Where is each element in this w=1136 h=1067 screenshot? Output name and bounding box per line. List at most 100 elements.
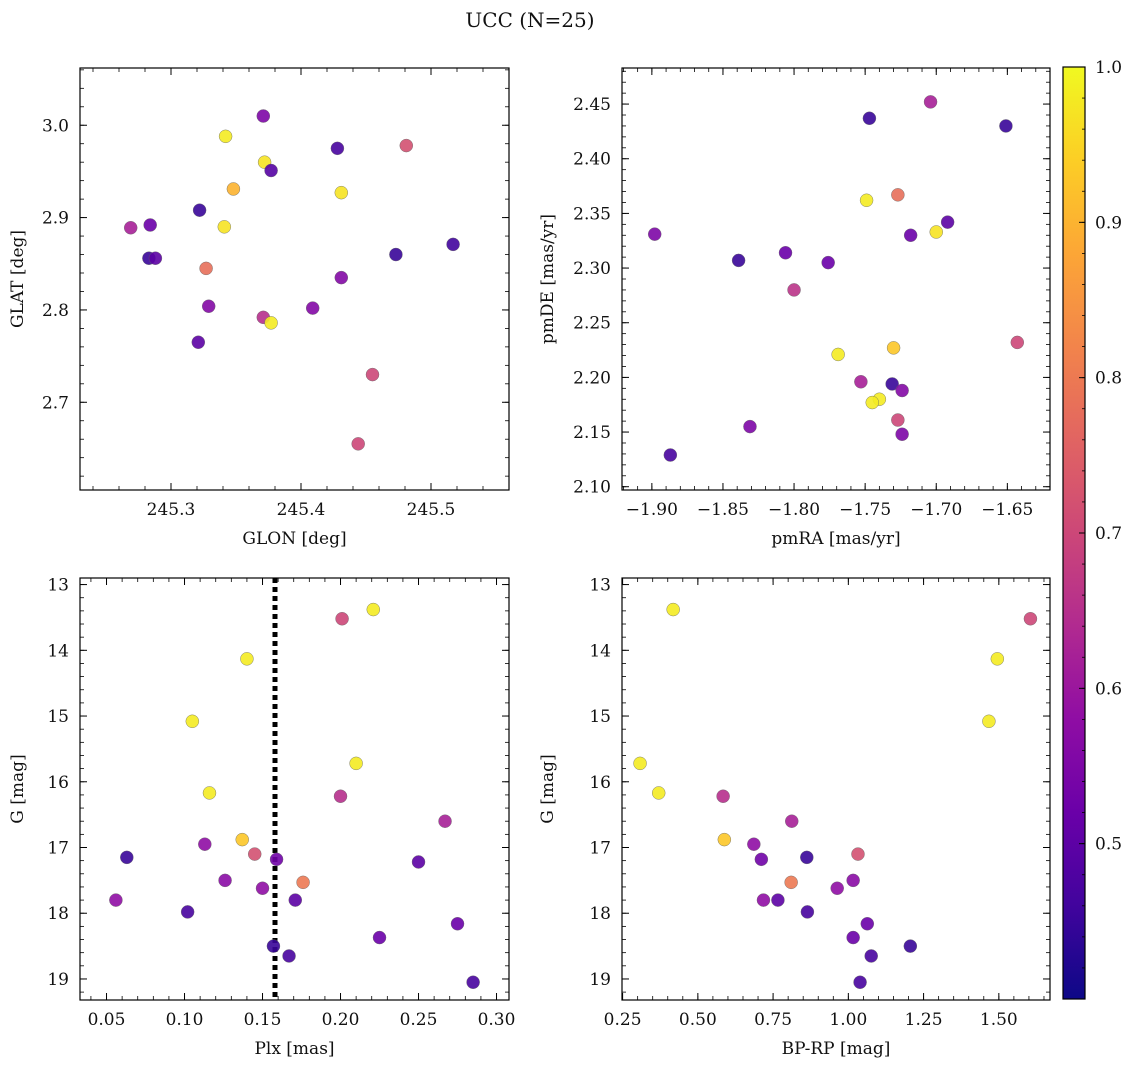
y-tick-label: 2.8 [42, 301, 69, 321]
y-tick-label: 14 [589, 641, 611, 661]
data-point [446, 237, 460, 252]
data-point [218, 129, 233, 144]
y-tick-label: 16 [589, 773, 611, 793]
y-tick-label: 19 [47, 970, 69, 990]
data-point [747, 837, 761, 851]
panel-4: 0.25 0.50 0.75 1.00 1.25 1.50 13 14 15 16 17 18 19 BP… [538, 576, 1051, 1059]
data-point [349, 756, 363, 771]
data-point [438, 814, 452, 828]
data-point [333, 789, 348, 803]
y-tick-label: 15 [47, 707, 69, 727]
data-point [201, 299, 216, 313]
x-axis-label: pmRA [mas/yr] [771, 529, 900, 549]
colorbar-tick-label: 0.7 [1095, 524, 1122, 544]
y-tick-label: 13 [47, 576, 69, 596]
data-point [256, 109, 270, 123]
x-tick-label: 245.3 [147, 500, 196, 520]
y-tick-label: 2.15 [573, 423, 611, 443]
y-tick-label: 3.0 [42, 116, 69, 136]
x-tick-label: 0.25 [604, 1010, 642, 1030]
x-axis-label: GLON [deg] [242, 529, 346, 549]
panels: 245.3 245.4 245.5 2.7 2.8 2.9 3.0 GLON [deg] GLA… [8, 67, 1051, 1059]
data-point [120, 850, 134, 865]
data-point [756, 893, 771, 907]
data-point [903, 228, 918, 242]
y-tick-label: 2.10 [573, 478, 611, 498]
data-point [199, 261, 213, 276]
data-point [717, 832, 732, 847]
data-point [296, 875, 310, 890]
x-tick-label: 1.00 [829, 1010, 867, 1030]
y-tick-label: 13 [589, 576, 611, 596]
data-point [743, 419, 757, 434]
data-point [666, 602, 680, 617]
y-tick-label: 17 [47, 839, 69, 859]
axes-frame [79, 577, 510, 1001]
x-axis-label: Plx [mas] [254, 1039, 334, 1059]
data-point [266, 939, 281, 953]
x-tick-label: 0.25 [400, 1010, 438, 1030]
x-tick-label: 0.15 [244, 1010, 282, 1030]
y-tick-label: 14 [47, 641, 69, 661]
data-point [846, 930, 860, 945]
y-tick-label: 18 [47, 904, 69, 924]
data-point [663, 448, 678, 462]
y-axis-label: G [mag] [538, 754, 558, 823]
colorbar-tick-label: 1.0 [1095, 58, 1122, 78]
x-tick-label: 0.75 [754, 1010, 792, 1030]
x-tick-label: 245.5 [407, 500, 456, 520]
data-point [800, 850, 814, 865]
data-point [821, 255, 835, 270]
data-point [366, 602, 380, 617]
data-point [282, 949, 296, 963]
data-point [903, 939, 918, 953]
data-points [123, 109, 460, 451]
data-point [895, 427, 909, 441]
ticks: 0.05 0.10 0.15 0.20 0.25 0.30 13 14 15 16 17 18 19 [47, 576, 515, 1030]
x-tick-label: −1.70 [910, 500, 962, 520]
panel-2: −1.90 −1.85 −1.80 −1.75 −1.70 −1.65 2.10 2.15 2.… [538, 67, 1051, 549]
colorbar-tick-label: 0.6 [1095, 679, 1122, 699]
data-point [895, 383, 909, 398]
data-points [648, 95, 1024, 462]
data-point [330, 141, 345, 156]
data-point [306, 301, 320, 315]
data-point [999, 119, 1013, 133]
data-point [198, 837, 212, 851]
colorbar-tick-label: 0.8 [1095, 369, 1122, 389]
y-tick-label: 2.40 [573, 150, 611, 170]
y-tick-label: 2.20 [573, 368, 611, 388]
x-tick-label: 1.50 [980, 1010, 1018, 1030]
y-tick-label: 2.30 [573, 259, 611, 279]
data-point [192, 203, 207, 217]
data-point [365, 367, 380, 382]
data-point [1023, 612, 1038, 626]
data-point [990, 652, 1005, 666]
data-point [846, 873, 860, 888]
data-point [218, 873, 232, 888]
data-point [123, 221, 138, 235]
data-point [109, 893, 123, 907]
data-point [716, 789, 730, 803]
data-point [240, 652, 254, 666]
x-tick-label: 0.50 [679, 1010, 717, 1030]
data-point [940, 215, 955, 229]
data-point [885, 377, 899, 391]
data-point [334, 185, 348, 200]
data-point [288, 893, 302, 907]
y-tick-label: 2.25 [573, 314, 611, 334]
data-point [785, 814, 799, 828]
data-point [865, 395, 879, 410]
data-point [191, 335, 206, 349]
colorbar-tick-label: 0.9 [1095, 213, 1122, 233]
panel-3: 0.05 0.10 0.15 0.20 0.25 0.30 13 14 15 16 17 18 19 Pl… [8, 576, 515, 1059]
data-point [864, 949, 878, 963]
data-point [831, 347, 845, 362]
data-point [652, 786, 666, 800]
x-tick-label: 0.30 [478, 1010, 516, 1030]
x-tick-label: 245.4 [277, 500, 326, 520]
data-point [854, 375, 868, 389]
data-points [109, 602, 480, 989]
data-point [411, 855, 426, 869]
data-point [248, 847, 262, 861]
